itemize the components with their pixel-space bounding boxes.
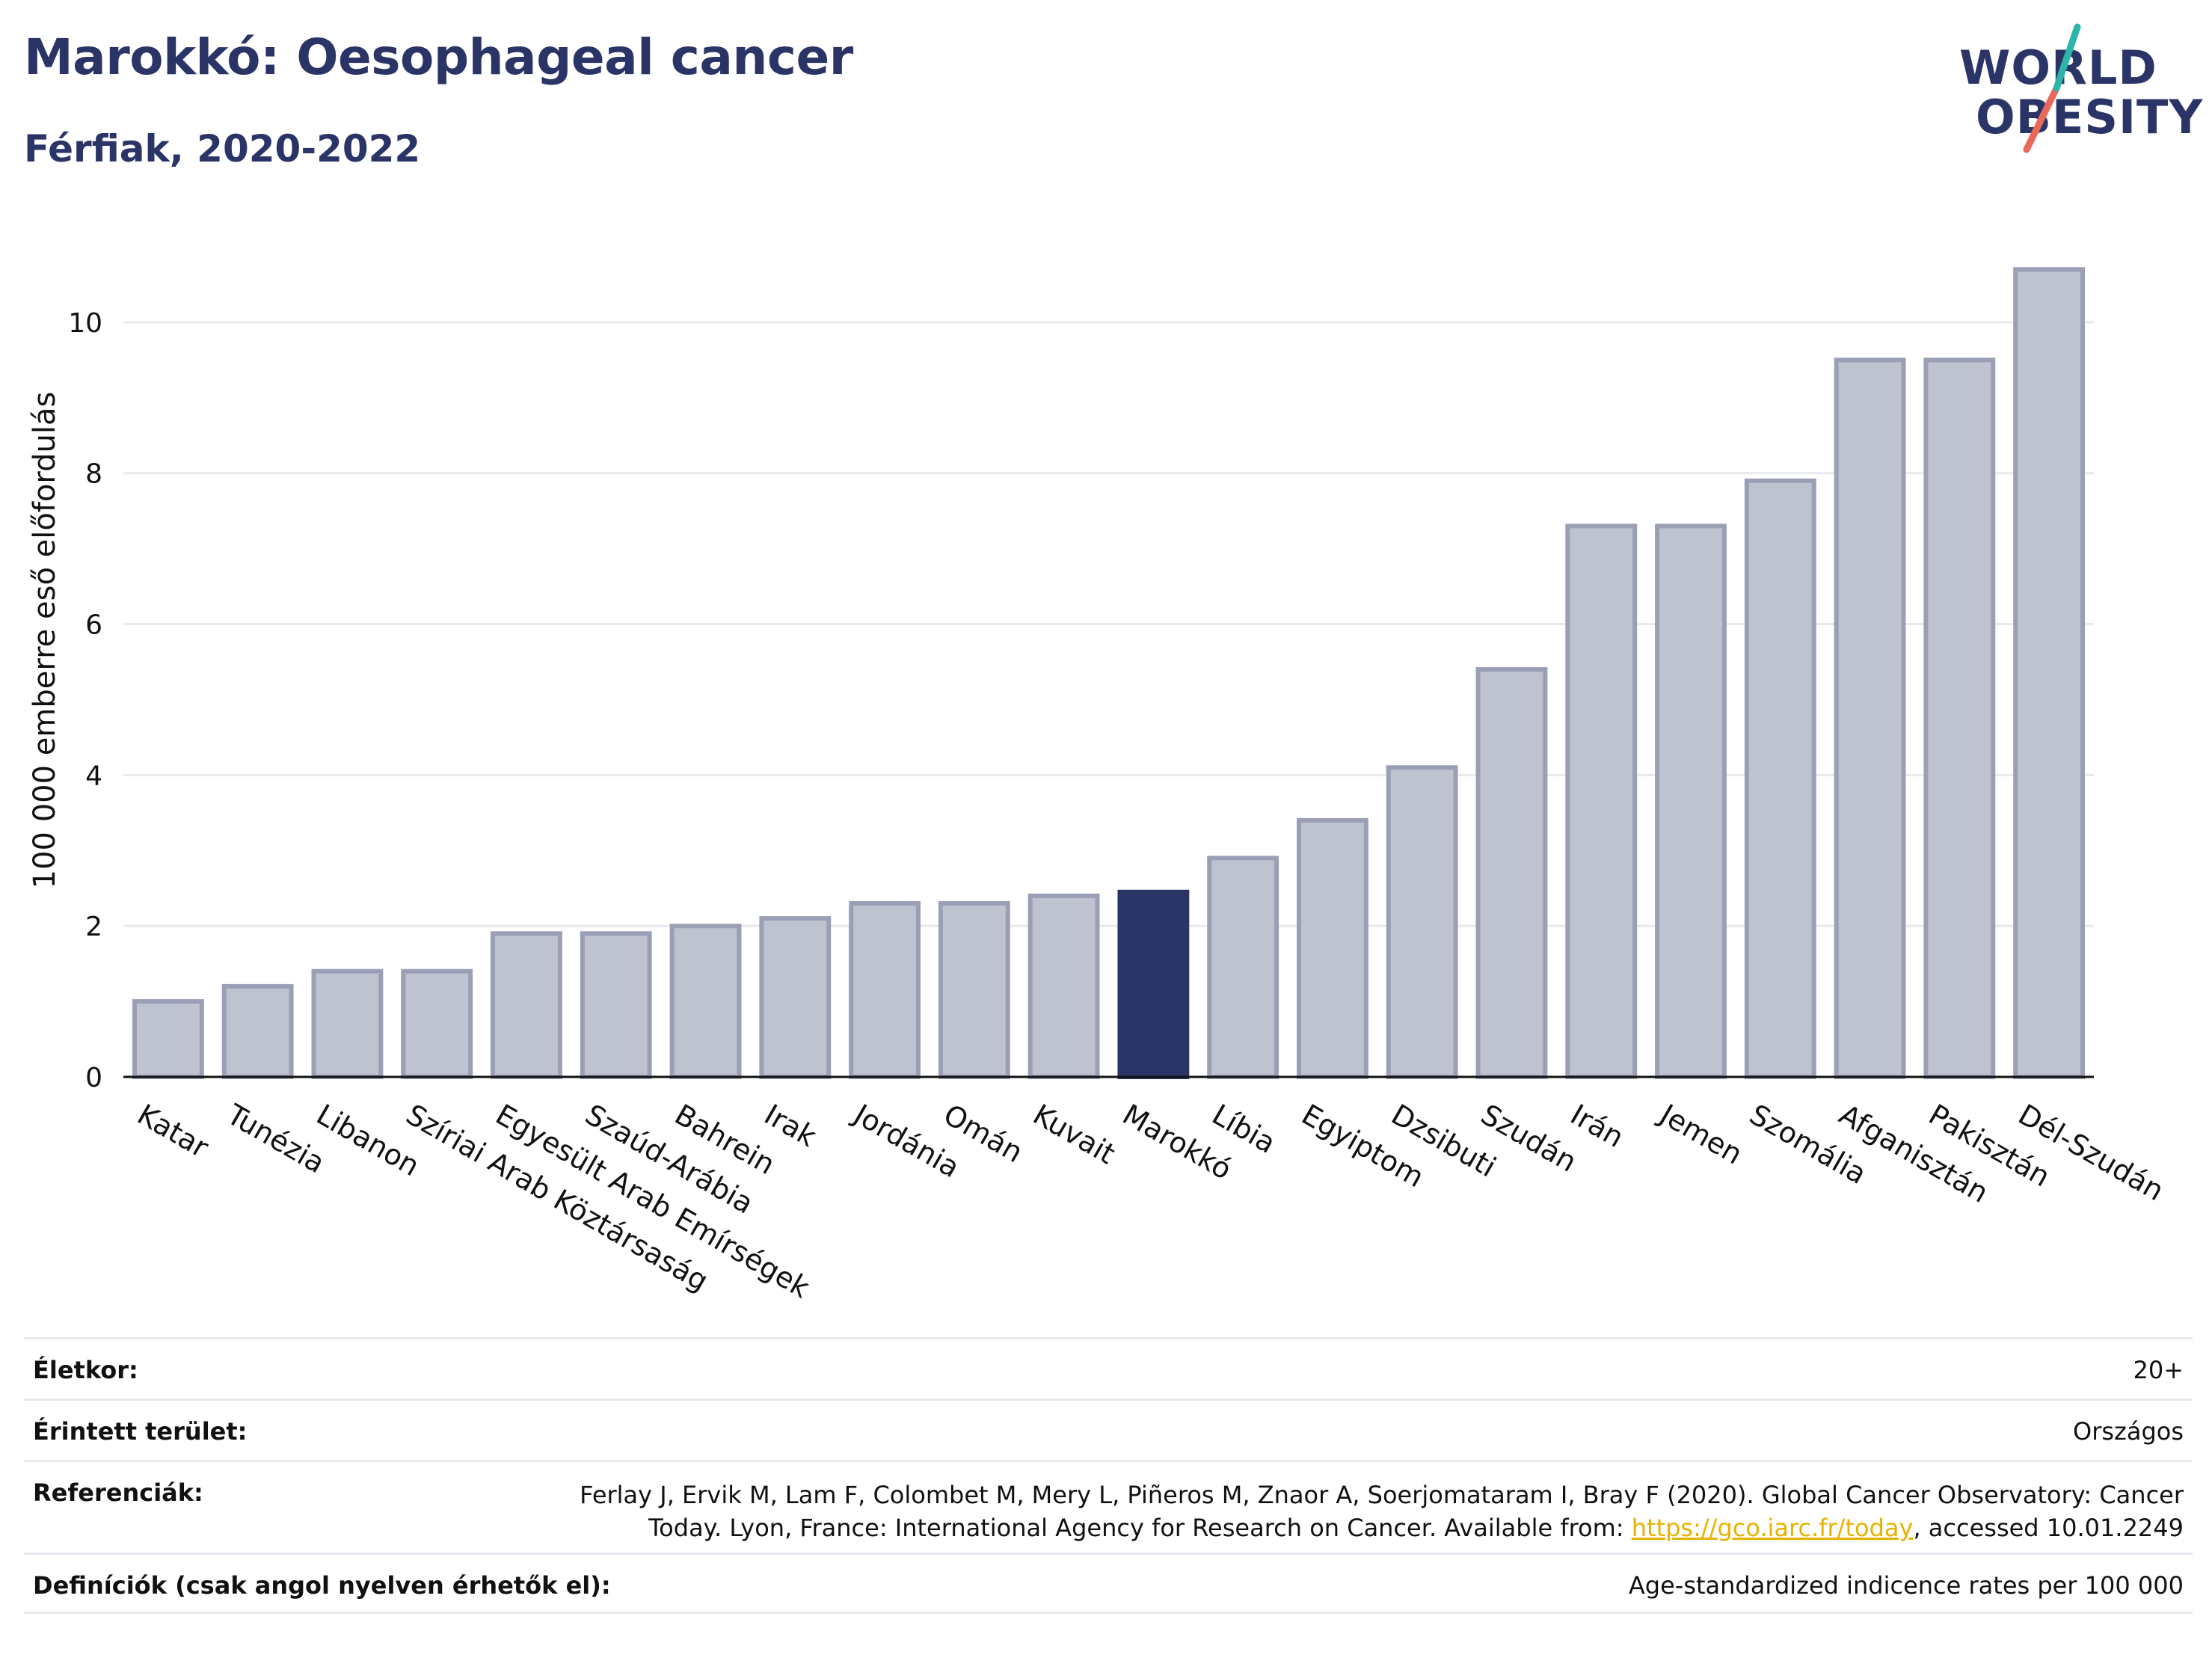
y-tick-label: 8 [85,459,102,490]
info-table: Életkor: 20+ Érintett terület: Országos … [24,1337,2193,1614]
logo-slash-icon [2023,23,2081,153]
bar-egyesült-arab-emírségek [491,931,562,1079]
bar-szudán [1475,667,1548,1079]
reference-line2-post: , accessed 10.01.2249 [1913,1514,2184,1542]
reference-line1: Ferlay J, Ervik M, Lam F, Colombet M, Me… [580,1481,2184,1509]
bar-katar [132,999,204,1080]
bar-libanon [311,968,384,1080]
age-label: Életkor: [33,1356,138,1384]
bar-afganisztán [1834,357,1906,1079]
x-tick-label: Jemen [1653,1097,1748,1171]
area-row: Érintett terület: Országos [24,1398,2193,1460]
reference-row: Referenciák: Ferlay J, Ervik M, Lam F, C… [24,1460,2193,1553]
x-tick-label: Libanon [311,1098,425,1182]
y-tick-label: 6 [85,610,102,641]
reference-link[interactable]: https://gco.iarc.fr/today [1631,1514,1914,1542]
bar-egyiptom [1297,817,1368,1080]
x-tick-label: Kuvait [1027,1098,1120,1170]
area-value: Országos [2073,1417,2184,1446]
page-title: Marokkó: Oesophageal cancer [24,28,853,86]
x-tick-label: Katar [132,1098,214,1164]
bar-irán [1565,523,1638,1079]
definition-row: Definíciók (csak angol nyelven érhetők e… [24,1553,2193,1614]
bar-jordánia [849,900,921,1080]
reference-line2-pre: Today. Lyon, France: International Agenc… [648,1514,1632,1542]
x-tick-label: Tunézia [221,1097,331,1179]
bar-szaúd-arábia [580,931,652,1079]
age-row: Életkor: 20+ [24,1337,2193,1398]
bar-tunézia [221,983,294,1079]
page-subtitle: Férfiak, 2020-2022 [24,127,421,171]
bar-szomália [1744,478,1816,1079]
world-obesity-logo: WORLD OBESITY [1944,22,2202,157]
bar-omán [938,900,1010,1080]
area-label: Érintett terület: [33,1417,248,1446]
y-tick-label: 10 [68,308,102,339]
y-tick-label: 2 [85,912,102,942]
bar-dzsibuti [1386,765,1458,1079]
definition-label: Definíciók (csak angol nyelven érhetők e… [33,1571,611,1600]
age-value: 20+ [2133,1356,2184,1384]
y-tick-label: 0 [85,1063,102,1093]
reference-label: Referenciák: [33,1479,203,1507]
bar-irak [759,916,832,1079]
bar-marokkó [1117,889,1190,1079]
y-tick-label: 4 [85,761,102,791]
logo-line2: OBESITY [1976,90,2204,144]
definition-value: Age-standardized indicence rates per 100… [1628,1571,2184,1600]
reference-value: Ferlay J, Ervik M, Lam F, Colombet M, Me… [580,1479,2184,1553]
bar-bahrein [669,924,742,1079]
bar-líbia [1207,856,1279,1079]
bar-kuvait [1027,893,1100,1079]
bar-dél-szudán [2013,267,2086,1080]
bar-szíriai-arab-köztársaság [401,968,473,1080]
bar-pakisztán [1923,357,1996,1079]
bar-jemen [1655,523,1727,1079]
